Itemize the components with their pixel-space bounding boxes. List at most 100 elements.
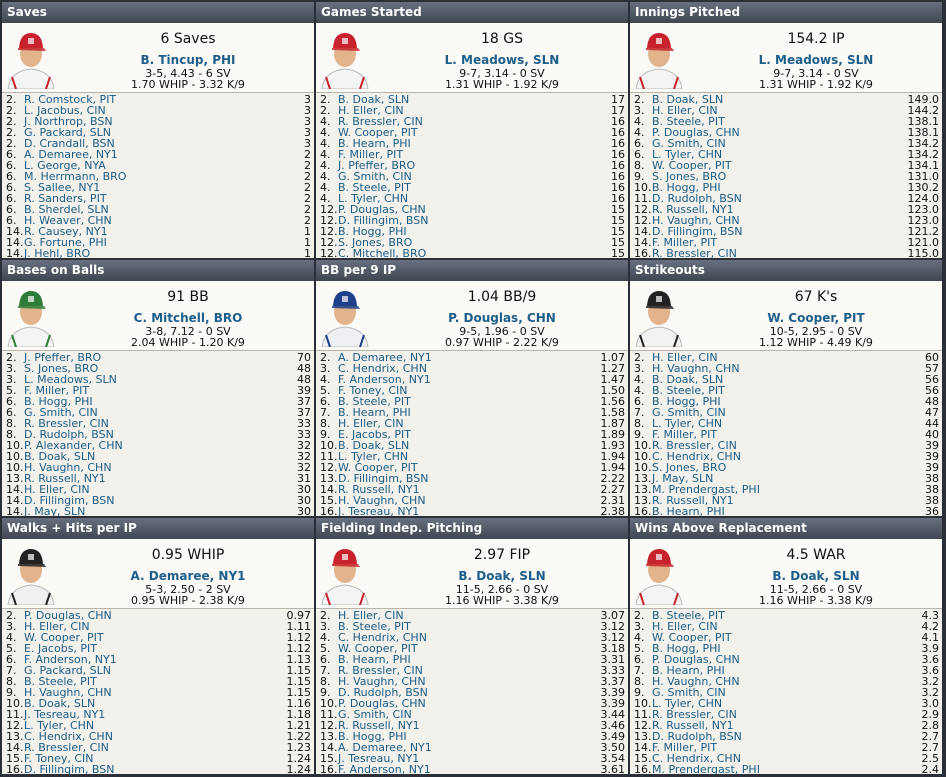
player-name: G. Smith, CIN	[24, 406, 98, 419]
player-photo	[320, 285, 370, 351]
stat-value: 138.1	[907, 115, 940, 128]
rank-row: 14. D. Fillingim, BSN 30	[2, 495, 314, 506]
player-name: H. Eller, CIN	[338, 104, 404, 117]
rank: 10.	[6, 461, 24, 474]
rank: 4.	[6, 631, 17, 644]
stat-value: 15	[611, 203, 625, 216]
rank-row: 6. S. Sallee, NY1 2	[2, 182, 314, 193]
stat-value: 4.3	[921, 609, 940, 622]
panel-title: Walks + Hits per IP	[2, 518, 314, 539]
rank: 4.	[320, 115, 331, 128]
rank-row: 6. L. George, NYA 2	[2, 160, 314, 171]
player-photo	[634, 543, 684, 609]
rank: 14.	[6, 505, 24, 516]
leader-card: 154.2 IP L. Meadows, SLN 9-7, 3.14 - 0 SV 1…	[630, 23, 942, 93]
player-name: W. Cooper, PIT	[652, 631, 732, 644]
player-name: G. Fortune, PHI	[24, 236, 107, 249]
player-name: C. Hendrix, CHN	[24, 730, 113, 743]
rank-row: 11. L. Tyler, CHN 1.94	[316, 451, 628, 462]
player-name: L. Tyler, CHN	[338, 192, 409, 205]
rank: 11.	[320, 708, 338, 721]
rank-row: 10. R. Bressler, CIN 39	[630, 440, 942, 451]
rank-row: 16. F. Anderson, NY1 3.61	[316, 764, 628, 774]
stat-value: 1.15	[286, 675, 312, 688]
rank: 4.	[320, 148, 331, 161]
leader-record: 10-5, 2.95 - 0 SV	[769, 325, 863, 338]
rank: 10.	[6, 439, 24, 452]
stat-value: 1.93	[600, 439, 626, 452]
leader-card: 4.5 WAR B. Doak, SLN 11-5, 2.66 - 0 SV 1.16…	[630, 539, 942, 609]
stat-value: 2.4	[921, 763, 940, 774]
player-name: L. Tyler, CHN	[652, 697, 723, 710]
stat-value: 134.1	[907, 159, 940, 172]
stat-value: 1.16	[286, 697, 312, 710]
stat-value: 3.33	[600, 664, 626, 677]
rank-row: 4. B. Doak, SLN 56	[630, 374, 942, 385]
rank: 10.	[320, 439, 338, 452]
leader-name: B. Doak, SLN	[772, 569, 860, 583]
player-photo	[6, 543, 56, 609]
player-name: D. Fillingim, BSN	[338, 472, 429, 485]
player-name: B. Hogg, PHI	[652, 181, 721, 194]
player-name: B. Hearn, PHI	[652, 505, 725, 516]
stat-value: 144.2	[907, 104, 940, 117]
photo-svg	[7, 33, 55, 90]
rank: 14.	[6, 236, 24, 249]
stat-value: 16	[611, 148, 625, 161]
rank-row: 4. W. Cooper, PIT 4.1	[630, 632, 942, 643]
rank-row: 10. S. Jones, BRO 39	[630, 462, 942, 473]
rank-row: 2. B. Doak, SLN 149.0	[630, 94, 942, 105]
player-name: B. Doak, SLN	[652, 373, 724, 386]
rank-row: 13. R. Russell, NY1 38	[630, 495, 942, 506]
rank-row: 11. G. Smith, CIN 3.44	[316, 709, 628, 720]
rank-row: 14. D. Fillingim, BSN 121.2	[630, 226, 942, 237]
player-name: J. Hehl, BRO	[24, 247, 91, 258]
rank-row: 4. F. Anderson, NY1 1.47	[316, 374, 628, 385]
stat-value: 16	[611, 115, 625, 128]
player-name: L. Tyler, CHN	[24, 719, 95, 732]
rank-row: 2. H. Eller, CIN 17	[316, 105, 628, 116]
rank-row: 2. R. Comstock, PIT 3	[2, 94, 314, 105]
rank: 6.	[634, 653, 645, 666]
rank: 6.	[6, 159, 17, 172]
rank-row: 7. G. Smith, CIN 47	[630, 407, 942, 418]
rank: 8.	[634, 159, 645, 172]
player-name: D. Rudolph, BSN	[652, 192, 742, 205]
stat-value: 70	[297, 351, 311, 364]
player-name: C. Hendrix, CHN	[338, 631, 427, 644]
rank-row: 5. F. Miller, PIT 39	[2, 385, 314, 396]
rank: 3.	[634, 104, 645, 117]
player-name: D. Crandall, BSN	[24, 137, 115, 150]
stat-value: 40	[925, 428, 939, 441]
player-name: F. Anderson, NY1	[338, 373, 431, 386]
photo-svg	[635, 33, 683, 90]
stat-value: 3.39	[600, 686, 626, 699]
stat-value: 15	[611, 214, 625, 227]
stat-value: 3.54	[600, 752, 626, 765]
rank: 13.	[6, 730, 24, 743]
stat-value: 3.61	[600, 763, 626, 774]
rank-row: 3. S. Jones, BRO 48	[2, 363, 314, 374]
stat-value: 33	[297, 428, 311, 441]
rank-row: 10. B. Hogg, PHI 130.2	[630, 182, 942, 193]
stat-panel: Fielding Indep. Pitching 2.97 FIP B. Doak,…	[316, 518, 628, 774]
rank: 10.	[6, 697, 24, 710]
rank: 4.	[320, 126, 331, 139]
rank: 6.	[6, 192, 17, 205]
rank: 16.	[320, 763, 338, 774]
rank: 12.	[634, 719, 652, 732]
player-name: G. Smith, CIN	[652, 137, 726, 150]
stat-value: 15	[611, 225, 625, 238]
rank: 5.	[6, 384, 17, 397]
rank-row: 13. B. Hogg, PHI 3.49	[316, 731, 628, 742]
player-name: H. Eller, CIN	[652, 620, 718, 633]
panel-title: BB per 9 IP	[316, 260, 628, 281]
stat-value: 2.9	[921, 708, 940, 721]
player-name: B. Hearn, PHI	[652, 664, 725, 677]
stat-value: 1.11	[286, 620, 312, 633]
player-name: H. Vaughn, CHN	[652, 362, 740, 375]
stat-value: 2	[304, 203, 311, 216]
stat-value: 37	[297, 395, 311, 408]
rank-row: 4. B. Steele, PIT 56	[630, 385, 942, 396]
rank-row: 2. D. Crandall, BSN 3	[2, 138, 314, 149]
